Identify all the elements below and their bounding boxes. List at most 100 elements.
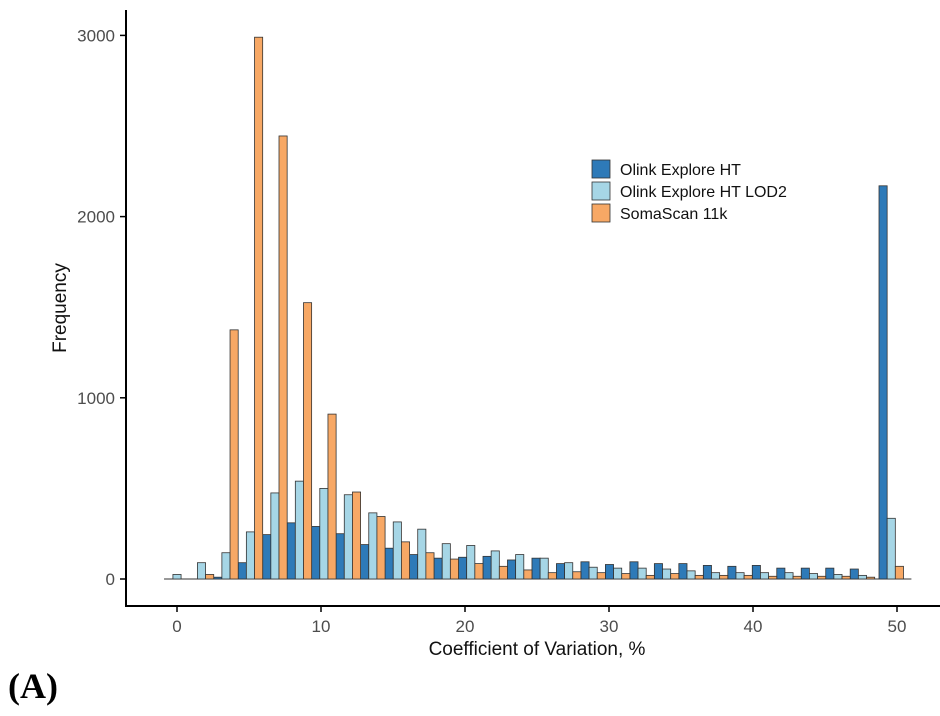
bar-series-3 bbox=[670, 573, 680, 580]
x-tick-label: 10 bbox=[312, 617, 331, 636]
bar-series-3 bbox=[254, 36, 264, 580]
y-tick-label: 3000 bbox=[77, 26, 115, 45]
legend-label: SomaScan 11k bbox=[620, 206, 728, 223]
bar-series-2 bbox=[613, 567, 623, 580]
bar-series-3 bbox=[596, 572, 606, 580]
bar-series-1 bbox=[237, 562, 247, 580]
bar-series-2 bbox=[735, 572, 745, 580]
bar-series-3 bbox=[303, 302, 313, 580]
bar-series-1 bbox=[727, 565, 737, 580]
bar-series-2 bbox=[368, 512, 378, 580]
bar-series-1 bbox=[800, 567, 810, 580]
bar-series-2 bbox=[784, 572, 794, 580]
bar-series-1 bbox=[433, 557, 443, 580]
legend-swatch bbox=[591, 181, 611, 201]
bar-series-2 bbox=[662, 568, 672, 580]
bar-series-1 bbox=[878, 185, 888, 580]
bar-series-1 bbox=[335, 533, 345, 580]
x-tick-label: 0 bbox=[172, 617, 181, 636]
panel-label: (A) bbox=[8, 666, 58, 706]
bar-series-1 bbox=[629, 561, 639, 580]
x-ticks: 0 10 20 30 40 50 bbox=[172, 606, 906, 636]
x-tick-label: 20 bbox=[456, 617, 475, 636]
bar-series-2 bbox=[809, 573, 818, 580]
bar-series-3 bbox=[645, 574, 655, 580]
bar-series-3 bbox=[894, 565, 904, 580]
bar-series-3 bbox=[229, 329, 239, 580]
bar-series-3 bbox=[278, 135, 288, 580]
bar-series-2 bbox=[711, 572, 721, 580]
bar-series-2 bbox=[515, 554, 525, 580]
bar-series-2 bbox=[441, 543, 451, 580]
bar-series-3 bbox=[474, 563, 484, 580]
bar-series-3 bbox=[694, 574, 704, 580]
bar-series-2 bbox=[172, 574, 182, 580]
bar-series-3 bbox=[719, 574, 729, 580]
bar-series-3 bbox=[768, 575, 778, 580]
bar-series-1 bbox=[384, 547, 394, 580]
bar-series-2 bbox=[417, 528, 427, 580]
bar-series-3 bbox=[400, 541, 410, 580]
bar-series-1 bbox=[507, 559, 517, 580]
bar-series-3 bbox=[572, 571, 582, 580]
bar-series-2 bbox=[686, 570, 696, 580]
bar-series-2 bbox=[588, 566, 598, 580]
bar-series-3 bbox=[327, 413, 337, 580]
bar-series-1 bbox=[213, 576, 223, 580]
bar-series-3 bbox=[352, 491, 362, 580]
bar-series-1 bbox=[825, 567, 835, 580]
bar-series-1 bbox=[776, 567, 786, 580]
bar-series-2 bbox=[857, 574, 867, 580]
bar-series-1 bbox=[311, 526, 321, 580]
bar-series-2 bbox=[760, 572, 770, 580]
bar-series-3 bbox=[621, 573, 631, 580]
y-ticks: 0 1000 2000 3000 bbox=[77, 26, 126, 589]
bar-series-1 bbox=[409, 554, 419, 580]
bar-series-1 bbox=[458, 556, 468, 580]
bar-series-1 bbox=[849, 568, 859, 580]
bar-series-3 bbox=[792, 575, 802, 580]
bar-series-3 bbox=[523, 569, 533, 580]
bar-series-2 bbox=[343, 494, 353, 580]
y-axis-title: Frequency bbox=[50, 263, 71, 353]
bar-series-1 bbox=[580, 561, 590, 580]
bar-series-3 bbox=[449, 558, 459, 580]
x-tick-label: 50 bbox=[888, 617, 907, 636]
bar-series-1 bbox=[286, 522, 296, 580]
legend-swatch bbox=[591, 159, 611, 179]
bar-series-2 bbox=[637, 567, 647, 580]
bar-series-2 bbox=[270, 492, 280, 580]
bar-series-2 bbox=[564, 562, 574, 580]
bar-series-3 bbox=[817, 575, 827, 580]
bar-series-3 bbox=[498, 565, 508, 580]
bar-series-2 bbox=[833, 574, 843, 580]
bar-series-1 bbox=[751, 565, 761, 580]
bar-series-2 bbox=[196, 562, 206, 580]
bar-series-3 bbox=[425, 552, 435, 580]
bar-series-2 bbox=[392, 521, 402, 580]
bar-series-2 bbox=[294, 480, 304, 580]
bar-series-3 bbox=[743, 574, 753, 580]
bar-series-2 bbox=[466, 545, 476, 580]
y-tick-label: 1000 bbox=[77, 389, 115, 408]
bar-series-2 bbox=[539, 557, 549, 580]
bar-series-1 bbox=[556, 563, 566, 580]
legend-swatch bbox=[591, 203, 611, 223]
legend-label: Olink Explore HT LOD2 bbox=[620, 184, 787, 201]
bar-series-1 bbox=[702, 565, 712, 580]
bar-series-3 bbox=[866, 576, 876, 580]
bars-layer bbox=[164, 36, 912, 580]
bar-series-2 bbox=[221, 552, 231, 580]
histogram-chart: 0 1000 2000 3000 0 10 20 30 40 50 Coefficient of… bbox=[50, 10, 940, 660]
bar-series-2 bbox=[245, 531, 255, 580]
bar-series-1 bbox=[262, 534, 272, 580]
bar-series-1 bbox=[678, 563, 688, 580]
bar-series-3 bbox=[376, 516, 386, 580]
bar-series-1 bbox=[531, 557, 541, 580]
bar-series-3 bbox=[841, 575, 851, 580]
bar-series-3 bbox=[205, 574, 215, 580]
bar-series-2 bbox=[886, 517, 896, 580]
legend-label: Olink Explore HT bbox=[620, 162, 741, 179]
x-tick-label: 30 bbox=[600, 617, 619, 636]
x-tick-label: 40 bbox=[744, 617, 763, 636]
